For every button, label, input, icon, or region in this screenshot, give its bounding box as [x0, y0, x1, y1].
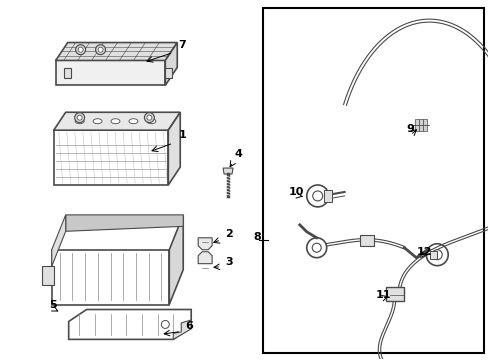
Text: 12: 12 — [415, 247, 431, 257]
Circle shape — [95, 45, 105, 55]
Circle shape — [312, 191, 322, 201]
Circle shape — [431, 250, 441, 260]
Ellipse shape — [146, 119, 156, 124]
Polygon shape — [54, 130, 168, 185]
Text: 9: 9 — [406, 124, 413, 134]
Circle shape — [78, 47, 83, 52]
Polygon shape — [68, 310, 191, 339]
Polygon shape — [56, 60, 165, 85]
Bar — [63, 68, 71, 78]
Ellipse shape — [93, 119, 102, 124]
Polygon shape — [198, 252, 212, 264]
Ellipse shape — [111, 119, 120, 124]
Text: 8: 8 — [252, 232, 260, 242]
Bar — [41, 266, 54, 285]
Circle shape — [76, 45, 85, 55]
Polygon shape — [223, 168, 233, 174]
Text: 10: 10 — [288, 187, 304, 197]
Polygon shape — [168, 112, 180, 185]
Circle shape — [77, 115, 82, 120]
Text: 6: 6 — [185, 321, 193, 332]
Ellipse shape — [75, 119, 84, 124]
Bar — [429, 251, 436, 259]
Bar — [323, 190, 331, 202]
Polygon shape — [52, 250, 169, 305]
Text: 3: 3 — [224, 257, 232, 267]
Bar — [359, 235, 374, 246]
Bar — [165, 68, 172, 78]
Text: 5: 5 — [49, 300, 56, 310]
Bar — [419, 119, 423, 131]
Circle shape — [146, 115, 152, 120]
Polygon shape — [65, 215, 183, 231]
Bar — [386, 287, 404, 301]
Text: 11: 11 — [375, 289, 390, 300]
Polygon shape — [169, 215, 183, 305]
Polygon shape — [52, 215, 65, 266]
Circle shape — [161, 320, 169, 328]
Circle shape — [75, 113, 84, 123]
Text: 7: 7 — [178, 40, 185, 50]
Polygon shape — [54, 112, 180, 130]
Ellipse shape — [129, 119, 138, 124]
Polygon shape — [56, 42, 177, 60]
Bar — [423, 119, 427, 131]
Bar — [414, 119, 419, 131]
Circle shape — [144, 113, 154, 123]
Text: 2: 2 — [224, 229, 232, 239]
Circle shape — [98, 47, 103, 52]
Text: 1: 1 — [178, 130, 185, 140]
Bar — [263, 8, 483, 353]
Polygon shape — [165, 42, 177, 85]
Text: 4: 4 — [234, 149, 242, 159]
Polygon shape — [198, 238, 212, 250]
Circle shape — [312, 243, 321, 252]
Polygon shape — [173, 320, 191, 339]
